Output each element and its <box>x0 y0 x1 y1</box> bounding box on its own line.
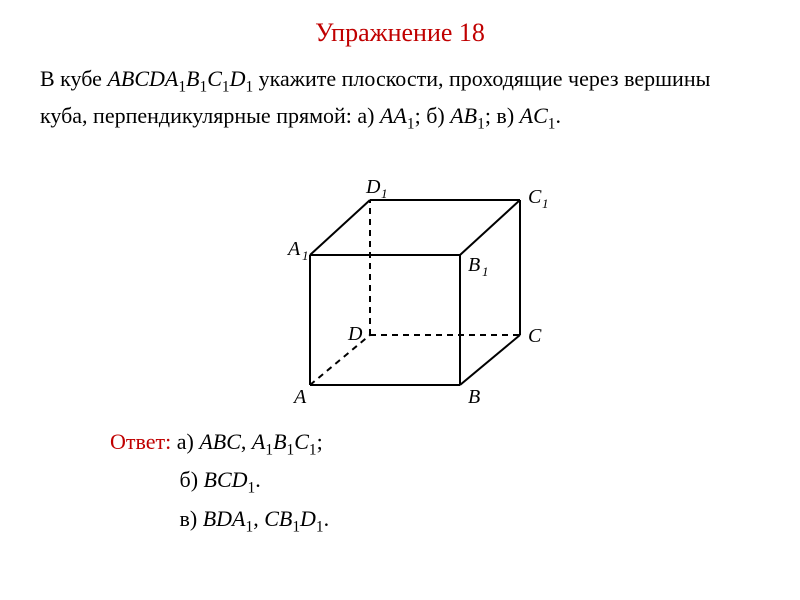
svg-text:1: 1 <box>542 196 549 211</box>
cube-name: ABCDA1B1C1D1 <box>107 66 253 91</box>
answer-label: Ответ: <box>110 424 171 460</box>
exercise-title: Упражнение 18 <box>40 18 760 48</box>
svg-text:C: C <box>528 325 542 347</box>
svg-text:C: C <box>528 186 542 208</box>
problem-end: . <box>555 103 561 128</box>
line-b: AB1 <box>450 103 485 128</box>
svg-text:1: 1 <box>381 186 388 201</box>
svg-text:B: B <box>468 254 480 276</box>
svg-text:D: D <box>365 176 381 198</box>
answer-c: в) BDA1, CB1D1. <box>180 506 330 531</box>
answer-a: а) ABC, A1B1C1; <box>177 429 323 454</box>
svg-text:1: 1 <box>482 264 489 279</box>
answer-b: б) BCD1. <box>180 467 261 492</box>
svg-text:A: A <box>286 238 301 260</box>
problem-statement: В кубе ABCDA1B1C1D1 укажите плоскости, п… <box>40 62 760 137</box>
answers-block: Ответ: а) ABC, A1B1C1; б) BCD1. в) BDA1,… <box>40 424 760 540</box>
svg-text:A: A <box>292 386 307 405</box>
svg-text:1: 1 <box>302 248 309 263</box>
sep-c: ; в) <box>485 103 520 128</box>
sep-b: ; б) <box>415 103 451 128</box>
problem-prefix: В кубе <box>40 66 107 91</box>
line-c: AC1 <box>520 103 556 128</box>
svg-text:D: D <box>347 323 363 345</box>
line-a: AA1 <box>380 103 415 128</box>
svg-text:B: B <box>468 386 480 405</box>
cube-diagram: ABCDA1B1C1D1 <box>250 145 550 405</box>
